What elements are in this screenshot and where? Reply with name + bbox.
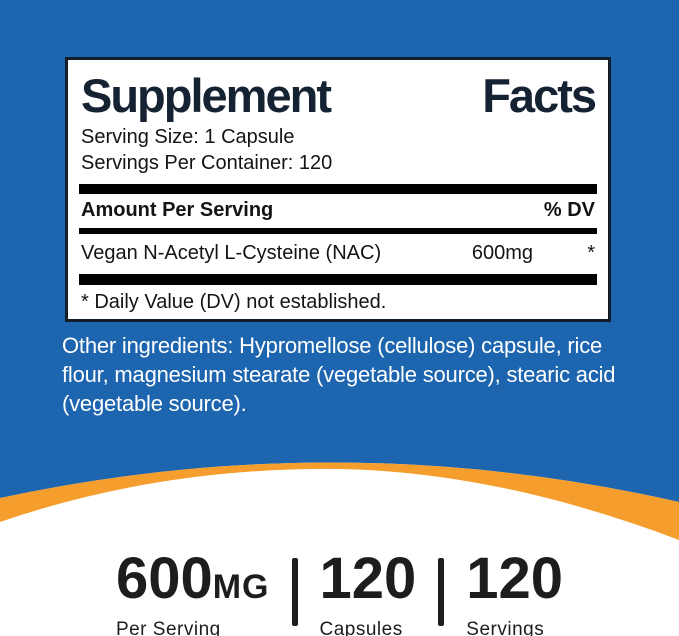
other-ingredients-line-2: flour, magnesium stearate (vegetable sou… <box>62 362 616 387</box>
servings-per-container-line: Servings Per Container: 120 <box>81 152 333 174</box>
ingredient-row: Vegan N-Acetyl L-Cysteine (NAC) 600mg * <box>79 234 597 274</box>
other-ingredients-line-3: (vegetable source). <box>62 391 247 416</box>
divider-bar-middle <box>79 228 597 234</box>
serving-size-line: Serving Size: 1 Capsule <box>81 126 295 148</box>
stat-servings-value: 120 <box>466 550 563 614</box>
panel-title: Supplement Facts <box>79 70 597 124</box>
ingredient-name: Vegan N-Acetyl L-Cysteine (NAC) <box>81 242 382 264</box>
stat-servings: 120 Servings <box>466 550 563 636</box>
stat-capsules-value: 120 <box>320 550 417 614</box>
bottom-stats: 600MG Per Serving 120 Capsules 120 Servi… <box>0 550 679 636</box>
stat-per-serving-number: 600 <box>115 546 213 611</box>
ingredient-amount: 600mg <box>471 242 533 264</box>
stat-divider-2 <box>438 558 445 626</box>
dv-footnote: * Daily Value (DV) not established. <box>81 291 387 313</box>
stat-per-serving-unit: MG <box>212 568 270 606</box>
stat-servings-label: Servings <box>466 619 545 636</box>
stat-servings-number: 120 <box>466 546 564 611</box>
panel-title-word-2: Facts <box>482 69 597 122</box>
supplement-facts-panel: Supplement Facts Serving Size: 1 Capsule… <box>65 57 611 322</box>
stat-capsules-label: Capsules <box>319 619 403 636</box>
amount-per-serving-header: Amount Per Serving <box>81 199 274 221</box>
other-ingredients-text: Other ingredients: Hypromellose (cellulo… <box>62 331 642 418</box>
orange-swoosh <box>0 462 679 540</box>
stat-per-serving-value: 600MG <box>116 550 270 614</box>
divider-bar-top <box>79 184 597 194</box>
ingredient-dv: * <box>587 242 595 264</box>
other-ingredients-line-1: Other ingredients: Hypromellose (cellulo… <box>62 333 603 358</box>
stat-per-serving-label: Per Serving <box>115 619 221 636</box>
stat-per-serving: 600MG Per Serving <box>115 550 270 636</box>
panel-title-word-1: Supplement <box>81 69 332 122</box>
amount-header-row: Amount Per Serving % DV <box>79 194 597 228</box>
stat-divider-1 <box>291 558 298 626</box>
stat-capsules-number: 120 <box>319 546 417 611</box>
percent-dv-header: % DV <box>543 199 595 221</box>
stat-capsules: 120 Capsules <box>319 550 417 636</box>
divider-bar-bottom <box>79 274 597 285</box>
